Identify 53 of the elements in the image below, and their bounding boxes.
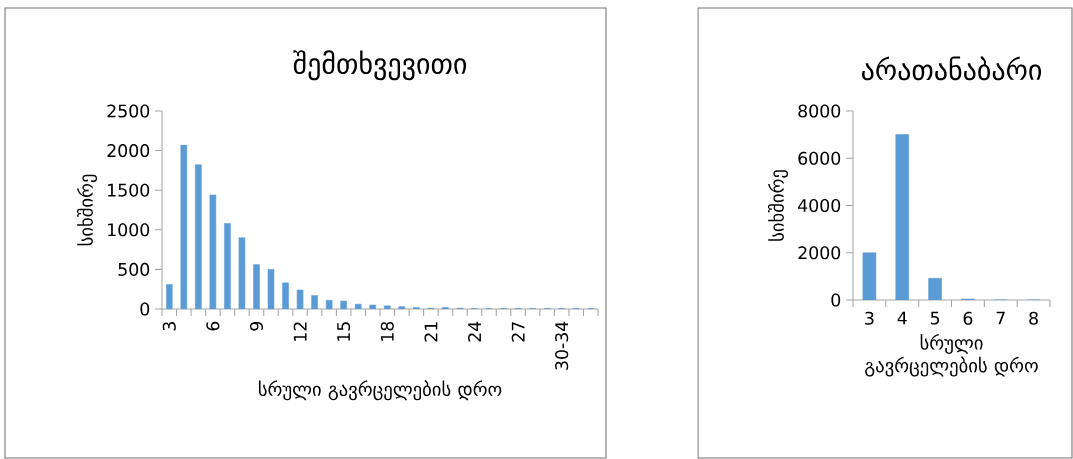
x-tick-label: 8 bbox=[1029, 311, 1038, 325]
x-tick-label: 18 bbox=[380, 321, 394, 341]
bar bbox=[224, 223, 231, 309]
x-tick-label: 15 bbox=[337, 322, 351, 341]
y-tick-label: 1000 bbox=[108, 223, 150, 237]
bar bbox=[369, 304, 377, 309]
bar bbox=[195, 164, 202, 309]
bar bbox=[267, 269, 275, 309]
y-tick-label: 1500 bbox=[108, 183, 150, 197]
bar bbox=[354, 303, 362, 309]
x-tick-label: 27 bbox=[511, 322, 525, 342]
x-tick-label: 7 bbox=[996, 311, 1005, 325]
bar bbox=[340, 300, 347, 309]
bar bbox=[384, 305, 391, 309]
bar bbox=[398, 306, 406, 309]
y-tick-label: 2000 bbox=[107, 144, 150, 158]
bar bbox=[253, 264, 260, 309]
x-tick-label: 24 bbox=[468, 321, 481, 342]
y-tick-label: 6000 bbox=[798, 151, 841, 165]
chart-title: შემთხვევითი bbox=[293, 50, 467, 81]
y-tick-label: 2000 bbox=[798, 246, 841, 260]
bar bbox=[180, 144, 188, 309]
y-tick-label: 0 bbox=[140, 302, 150, 316]
x-tick-label: 3 bbox=[865, 311, 874, 325]
x-tick-label: 12 bbox=[293, 322, 307, 341]
bar bbox=[296, 289, 304, 309]
x-tick-label: 5 bbox=[930, 311, 940, 325]
bar bbox=[166, 284, 173, 309]
y-tick-label: 2500 bbox=[107, 104, 150, 118]
y-tick-label: 500 bbox=[118, 262, 150, 276]
chart-title: არათანაბარი bbox=[862, 56, 1042, 81]
x-tick-label: 30-34 bbox=[555, 321, 569, 370]
bar bbox=[238, 237, 246, 309]
bar bbox=[895, 134, 910, 300]
x-tick-label: 9 bbox=[249, 321, 264, 331]
y-axis-title: სიხშირე bbox=[767, 170, 789, 241]
bar bbox=[209, 194, 217, 309]
y-tick-label: 8000 bbox=[798, 104, 841, 118]
bar bbox=[325, 300, 333, 309]
x-axis-title: სრული გავრცელების დრო bbox=[258, 380, 502, 401]
y-tick-label: 0 bbox=[831, 293, 841, 307]
x-tick-label: 21 bbox=[424, 322, 438, 342]
x-tick-label: 6 bbox=[206, 321, 220, 331]
x-tick-label: 3 bbox=[162, 322, 176, 331]
y-axis-title: სიხშირე bbox=[76, 174, 98, 246]
bar bbox=[311, 295, 318, 309]
bar bbox=[928, 277, 942, 300]
bar bbox=[282, 282, 289, 309]
x-tick-label: 4 bbox=[897, 311, 907, 325]
x-tick-label: 6 bbox=[963, 311, 973, 325]
bar bbox=[862, 252, 877, 300]
x-axis-title: სრული გავრცელების დრო bbox=[865, 333, 1038, 377]
y-tick-label: 4000 bbox=[798, 198, 841, 213]
